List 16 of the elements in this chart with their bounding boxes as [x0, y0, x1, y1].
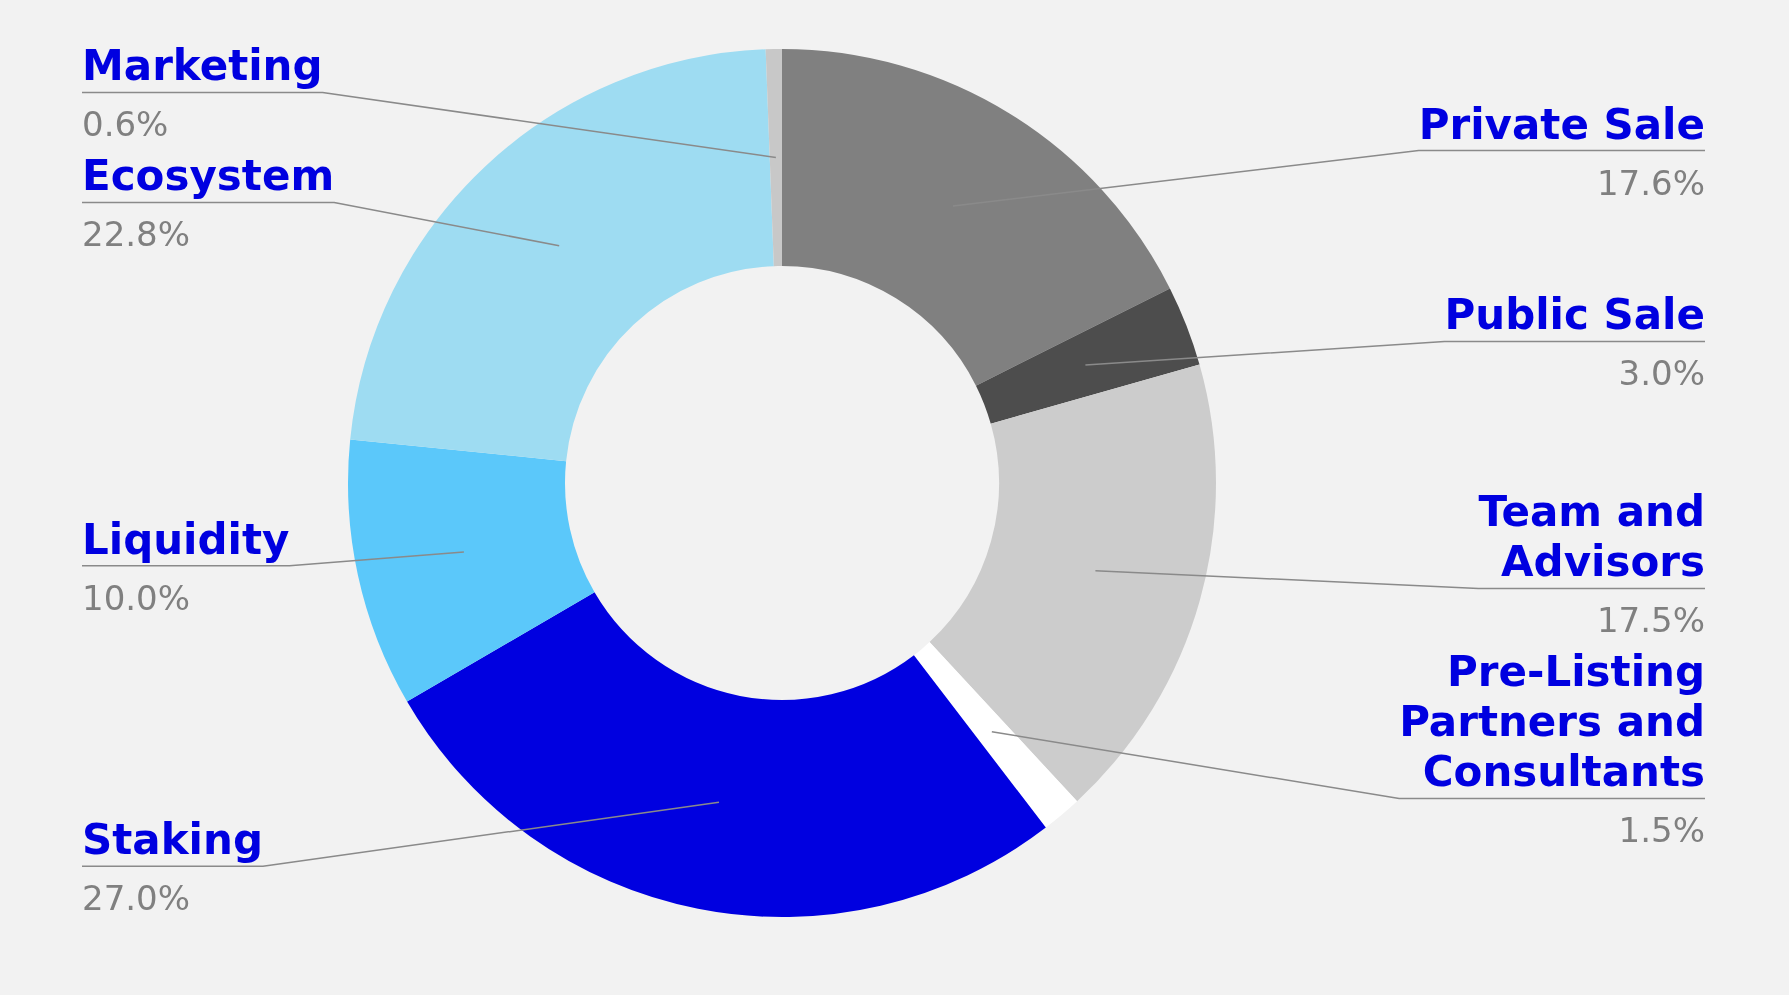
- slice-label: Staking: [82, 815, 263, 865]
- data-label: 3.0%: [1618, 353, 1705, 394]
- slice-label: Public Sale: [1444, 290, 1705, 340]
- slice-label: Marketing: [82, 41, 323, 91]
- data-label: 22.8%: [82, 214, 191, 255]
- data-label: 27.0%: [82, 878, 191, 919]
- slice-label: Team and Advisors: [1478, 487, 1705, 587]
- data-label: 17.6%: [1596, 162, 1705, 203]
- slice-label: Liquidity: [82, 514, 290, 564]
- data-label: 1.5%: [1618, 810, 1705, 851]
- data-label: 0.6%: [82, 104, 169, 145]
- slice-label: Pre-Listing Partners and Consultants: [1399, 647, 1705, 797]
- data-label: 10.0%: [82, 577, 191, 618]
- data-label: 17.5%: [1596, 600, 1705, 641]
- slice-label: Private Sale: [1418, 99, 1705, 149]
- slice-label: Ecosystem: [82, 151, 335, 201]
